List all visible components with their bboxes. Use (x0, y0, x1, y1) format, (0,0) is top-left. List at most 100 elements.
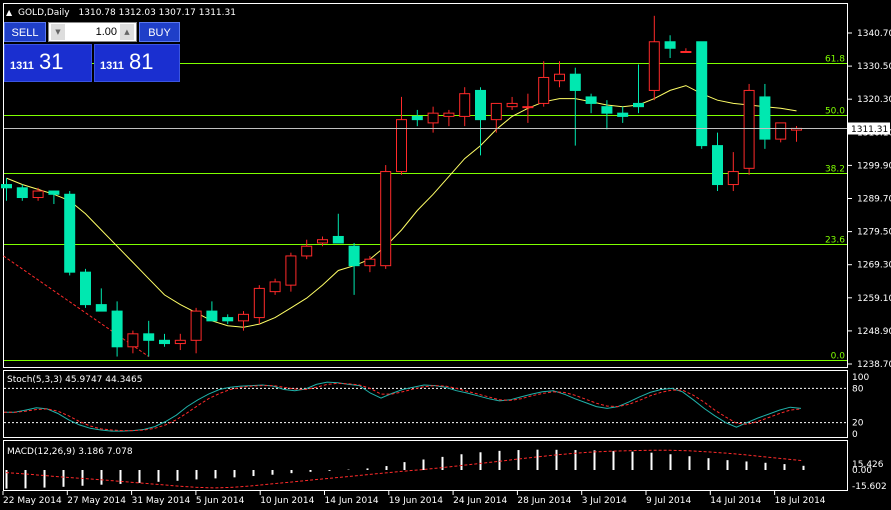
candle (712, 132, 723, 192)
chevron-up-icon[interactable]: ▲ (120, 24, 134, 40)
sell-quote-prefix: 1311 (10, 60, 34, 72)
candle (743, 83, 755, 175)
candle-body (80, 271, 91, 306)
time-tick-label: 3 Jul 2014 (582, 496, 627, 506)
candle-body (64, 193, 76, 273)
candle-body (538, 76, 550, 104)
stoch-main-line (4, 381, 802, 432)
buy-quote-prefix: 1311 (100, 60, 124, 72)
price-axis: 1340.701330.501320.301310.101299.901289.… (848, 29, 891, 370)
candle-body (285, 255, 297, 286)
sell-quote[interactable]: 1311 31 (4, 44, 92, 82)
candle-body (32, 190, 44, 199)
buy-quote[interactable]: 1311 81 (94, 44, 180, 82)
candle (459, 87, 471, 127)
candle (332, 213, 344, 244)
price-tick-label: 1320.30 (857, 95, 891, 105)
candle (759, 83, 771, 149)
candle-body (206, 310, 218, 322)
price-tick-label: 1289.70 (857, 195, 891, 205)
candle-body (569, 73, 581, 91)
candle-body (332, 235, 344, 244)
candle (648, 15, 660, 101)
candle-body (743, 89, 755, 169)
candle (364, 255, 376, 273)
candle (443, 109, 455, 127)
time-tick-label: 19 Jun 2014 (389, 496, 443, 506)
sell-quote-pips: 31 (39, 49, 64, 74)
candle (48, 190, 60, 205)
candle (80, 268, 91, 308)
candle-body (522, 106, 534, 109)
time-tick-label: 10 Jun 2014 (260, 496, 314, 506)
candle (396, 96, 407, 175)
candle-body (48, 190, 60, 195)
candle-body (459, 93, 471, 117)
candle (16, 184, 28, 201)
candle-body (396, 119, 407, 173)
last-price-box (848, 122, 890, 135)
candle-body (16, 187, 28, 199)
candle (190, 307, 202, 354)
price-tick-label: 1299.90 (857, 161, 891, 171)
macd-signal-line (5, 449, 804, 489)
candle (301, 239, 313, 260)
candle (664, 35, 676, 58)
price-tick-label: 1330.50 (857, 62, 891, 72)
stoch-signal-line (4, 382, 802, 432)
macd-title: MACD(12,26,9) 3.186 7.078 (7, 447, 133, 457)
sell-button[interactable]: SELL (4, 22, 46, 42)
stoch-level-label: 0 (852, 430, 858, 440)
candle-body (427, 112, 439, 124)
candle-body (127, 333, 139, 348)
stoch-level-label: 80 (852, 384, 864, 394)
moving-average (3, 85, 797, 357)
candle (680, 48, 692, 53)
lot-input[interactable] (67, 24, 117, 40)
candle (269, 278, 281, 295)
fib-level-label: 50.0 (825, 107, 845, 117)
candle (111, 301, 123, 357)
candle-body (633, 102, 644, 108)
candle (411, 109, 423, 127)
candle-body (222, 317, 234, 322)
time-tick-label: 31 May 2014 (132, 496, 191, 506)
fib-level-label: 61.8 (825, 55, 845, 65)
time-axis: 22 May 2014 27 May 2014 31 May 2014 5 Jun 2… (2, 491, 826, 506)
symbol-timeframe: GOLD,Daily (18, 8, 70, 18)
buy-quote-pips: 81 (129, 49, 154, 74)
time-tick-label: 14 Jun 2014 (325, 496, 379, 506)
fib-level-label: 23.6 (825, 236, 845, 246)
candle-body (648, 41, 660, 91)
stoch-title: Stoch(5,3,3) 45.9747 44.3465 (7, 375, 142, 385)
last-price-label: 1311.31 (851, 125, 888, 135)
candle (617, 106, 629, 123)
stoch-panel-frame (3, 370, 848, 438)
ma-long-dashed-line (3, 255, 149, 357)
candle-body (727, 171, 739, 186)
candle (127, 330, 139, 354)
stoch-level-label: 100 (852, 373, 869, 383)
candle-body (601, 106, 613, 114)
price-tick-label: 1279.50 (857, 228, 891, 238)
candle (238, 311, 249, 331)
candle-body (506, 102, 518, 108)
candle-body (1, 184, 12, 189)
candle-body (301, 245, 313, 257)
candle (554, 61, 565, 88)
candle (206, 301, 218, 322)
lot-size-field: ▼ ▲ (48, 22, 137, 42)
candle-body (174, 339, 186, 345)
last-price-marker: 1311.31 (4, 122, 890, 135)
candle-body (680, 50, 692, 53)
candle-body (696, 41, 708, 147)
candle (490, 102, 502, 133)
price-tick-label: 1269.30 (857, 261, 891, 271)
buy-button[interactable]: BUY (139, 22, 180, 42)
candle-body (475, 89, 486, 121)
price-tick-label: 1238.70 (857, 360, 891, 370)
chevron-down-icon[interactable]: ▼ (51, 24, 65, 40)
price-tick-label: 1259.10 (857, 294, 891, 304)
time-tick-label: 9 Jul 2014 (646, 496, 691, 506)
